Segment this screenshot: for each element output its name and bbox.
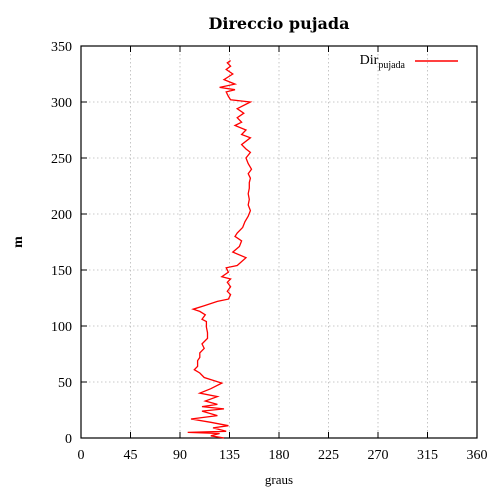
- y-tick-label: 250: [51, 152, 72, 167]
- x-tick-label: 270: [368, 448, 389, 463]
- x-tick-label: 0: [78, 448, 85, 463]
- y-tick-label: 150: [51, 264, 72, 279]
- grid: [81, 46, 477, 438]
- legend-label-base: Dir: [360, 53, 379, 68]
- legend-label: Dirpujada: [360, 53, 406, 71]
- x-tick-label: 135: [219, 448, 240, 463]
- y-tick-label: 100: [51, 320, 72, 335]
- legend-label-sub: pujada: [378, 60, 405, 71]
- y-axis-label: m: [11, 236, 26, 248]
- y-tick-label: 300: [51, 96, 72, 111]
- x-tick-label: 45: [124, 448, 138, 463]
- axis-ticks: 0 45 90 135 180 225 270 315 360 0 50 100 150 200 250 30…: [51, 40, 488, 463]
- series-line-dir-pujada: [187, 60, 253, 439]
- y-tick-label: 200: [51, 208, 72, 223]
- x-tick-label: 360: [467, 448, 488, 463]
- series-layer: [187, 60, 253, 439]
- x-tick-label: 180: [269, 448, 290, 463]
- chart-title: Direccio pujada: [209, 14, 350, 33]
- x-axis-label: graus: [265, 472, 293, 487]
- y-tick-label: 350: [51, 40, 72, 55]
- x-tick-label: 315: [417, 448, 438, 463]
- y-tick-label: 50: [58, 376, 72, 391]
- y-tick-label: 0: [65, 432, 72, 447]
- x-tick-label: 90: [173, 448, 187, 463]
- legend: Dirpujada: [360, 53, 458, 71]
- x-tick-label: 225: [318, 448, 339, 463]
